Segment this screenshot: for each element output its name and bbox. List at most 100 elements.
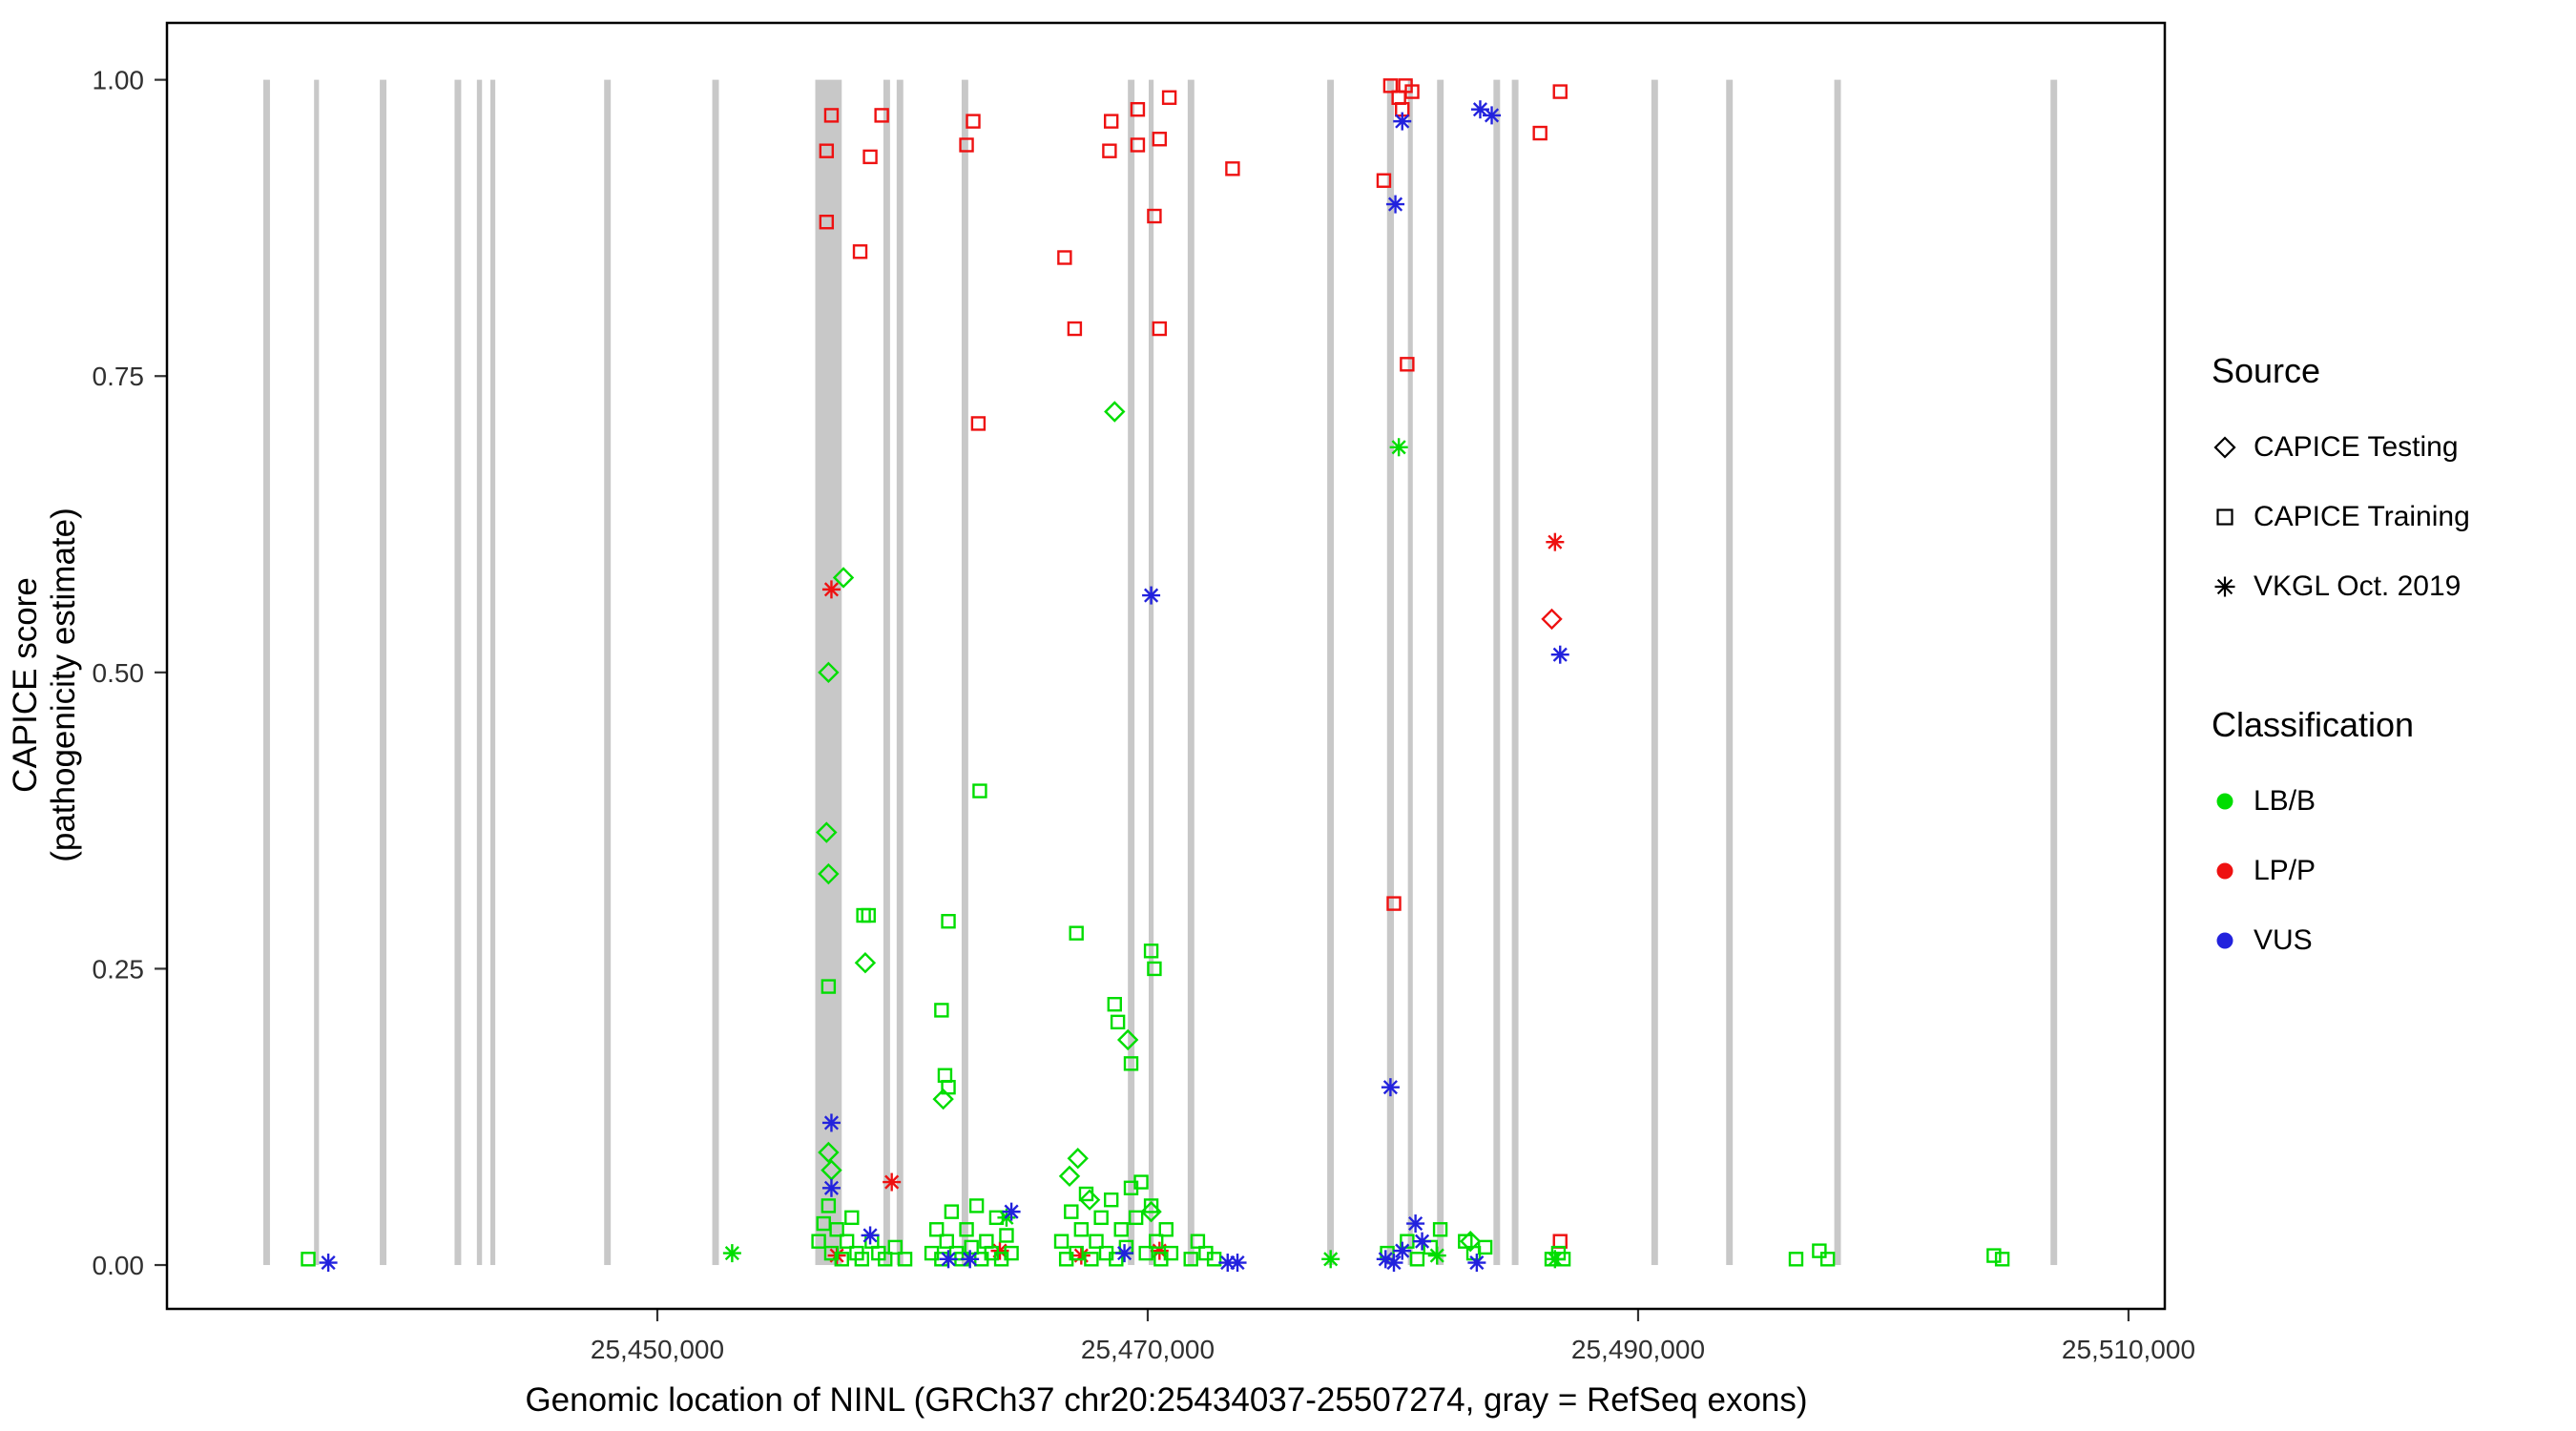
- data-point-asterisk: [1393, 112, 1412, 131]
- data-point-square: [1225, 161, 1240, 176]
- data-point-square: [1477, 1239, 1493, 1255]
- data-point-square: [1532, 125, 1548, 141]
- data-point-square: [1152, 132, 1168, 147]
- data-point-square: [1552, 1234, 1568, 1249]
- data-point-square: [1064, 1204, 1079, 1219]
- data-point-square: [941, 1079, 956, 1095]
- legend-source-section: Source CAPICE Testing CAPICE Training: [2212, 351, 2566, 621]
- data-point-square: [1404, 84, 1420, 99]
- legend-classification-section: Classification LB/B LP/P VUS: [2212, 705, 2566, 975]
- data-point-diamond: [1067, 1148, 1089, 1170]
- data-point-square: [1130, 137, 1146, 153]
- data-point-square: [821, 1198, 837, 1213]
- legend-item-label: VUS: [2254, 923, 2313, 956]
- data-point-square: [1391, 90, 1406, 105]
- exon-bar: [1511, 79, 1519, 1266]
- legend-item-label: CAPICE Training: [2254, 500, 2470, 532]
- data-point-square: [811, 1234, 826, 1249]
- data-point-diamond: [932, 1088, 954, 1110]
- exon-bar: [380, 79, 387, 1266]
- data-point-square: [823, 108, 840, 123]
- data-point-square: [1986, 1248, 2002, 1263]
- exon-bar: [1437, 79, 1444, 1266]
- exon-bar: [883, 79, 890, 1266]
- data-point-diamond: [1078, 1189, 1101, 1211]
- data-point-square: [1103, 114, 1119, 129]
- data-point-asterisk: [821, 1113, 841, 1132]
- data-point-square: [1376, 173, 1392, 188]
- data-point-square: [1147, 208, 1162, 224]
- data-point-diamond: [832, 567, 855, 589]
- data-point-asterisk: [1321, 1250, 1340, 1269]
- data-point-square: [1400, 357, 1415, 372]
- data-point-square: [897, 1252, 913, 1267]
- data-point-square: [829, 1222, 844, 1237]
- data-point-square: [1409, 1252, 1425, 1267]
- data-point-square: [844, 1210, 860, 1226]
- data-point-asterisk: [1467, 1254, 1486, 1273]
- data-point-square: [1093, 1210, 1109, 1226]
- y-tick-label: 1.00: [93, 66, 145, 95]
- data-point-asterisk: [1384, 1254, 1403, 1273]
- data-point-square: [1149, 1234, 1164, 1249]
- data-point-square: [1107, 997, 1122, 1012]
- data-point-asterisk: [1381, 1078, 1400, 1097]
- blue-dot-icon: [2216, 932, 2233, 948]
- exon-bar: [1407, 79, 1413, 1266]
- exon-bar: [476, 79, 483, 1266]
- data-point-asterisk: [722, 1244, 741, 1263]
- data-point-square: [939, 1234, 954, 1249]
- data-point-square: [959, 1222, 974, 1237]
- data-point-square: [934, 1003, 949, 1018]
- data-point-square: [1004, 1245, 1019, 1261]
- data-point-square: [839, 1234, 855, 1249]
- data-point-asterisk: [1228, 1254, 1247, 1273]
- data-point-square: [819, 143, 835, 158]
- data-point-square: [1163, 1245, 1179, 1261]
- data-point-square: [1103, 1192, 1119, 1208]
- data-point-square: [999, 1228, 1014, 1243]
- x-tick-label: 25,490,000: [1571, 1335, 1705, 1364]
- data-point-asterisk: [1386, 195, 1405, 214]
- data-point-diamond: [818, 1141, 840, 1164]
- legend-item-lpp: LP/P: [2212, 836, 2566, 905]
- data-point-square: [959, 137, 974, 153]
- legend-source-title: Source: [2212, 351, 2321, 390]
- y-tick-label: 0.25: [93, 954, 145, 984]
- data-point-square: [966, 114, 981, 129]
- data-point-asterisk: [1550, 645, 1569, 664]
- data-point-square: [887, 1239, 903, 1255]
- legend-item-capice-testing: CAPICE Testing: [2212, 412, 2566, 482]
- data-point-square: [874, 108, 889, 123]
- data-point-diamond: [818, 862, 840, 885]
- data-point-diamond: [1116, 1028, 1139, 1051]
- data-point-square: [878, 1252, 893, 1267]
- legend-spacer: [2212, 621, 2566, 705]
- exon-bar: [1726, 79, 1734, 1266]
- data-point-asterisk: [883, 1172, 902, 1192]
- data-point-square: [1069, 925, 1084, 941]
- data-point-square: [929, 1222, 945, 1237]
- data-point-asterisk: [1413, 1232, 1432, 1251]
- panel-border: [165, 21, 2167, 1311]
- data-point-square: [1073, 1222, 1090, 1237]
- data-point-square: [1113, 1222, 1129, 1237]
- data-point-asterisk: [319, 1254, 338, 1273]
- data-point-asterisk: [821, 580, 841, 599]
- data-point-square: [1053, 1234, 1070, 1249]
- data-point-square: [852, 244, 868, 259]
- data-point-square: [964, 1239, 979, 1255]
- exon-bar: [454, 79, 462, 1266]
- data-point-square: [1994, 1252, 2010, 1267]
- data-point-square: [1069, 1245, 1084, 1261]
- data-point-square: [1057, 250, 1072, 265]
- exon-bar: [1386, 79, 1395, 1266]
- data-point-square: [1078, 1186, 1094, 1202]
- exon-bar: [1128, 79, 1135, 1266]
- legend-item-vus: VUS: [2212, 905, 2566, 975]
- data-point-square: [1123, 1056, 1139, 1071]
- data-point-diamond: [1459, 1230, 1482, 1253]
- data-point-square: [1128, 1210, 1144, 1226]
- exon-bar: [896, 79, 904, 1266]
